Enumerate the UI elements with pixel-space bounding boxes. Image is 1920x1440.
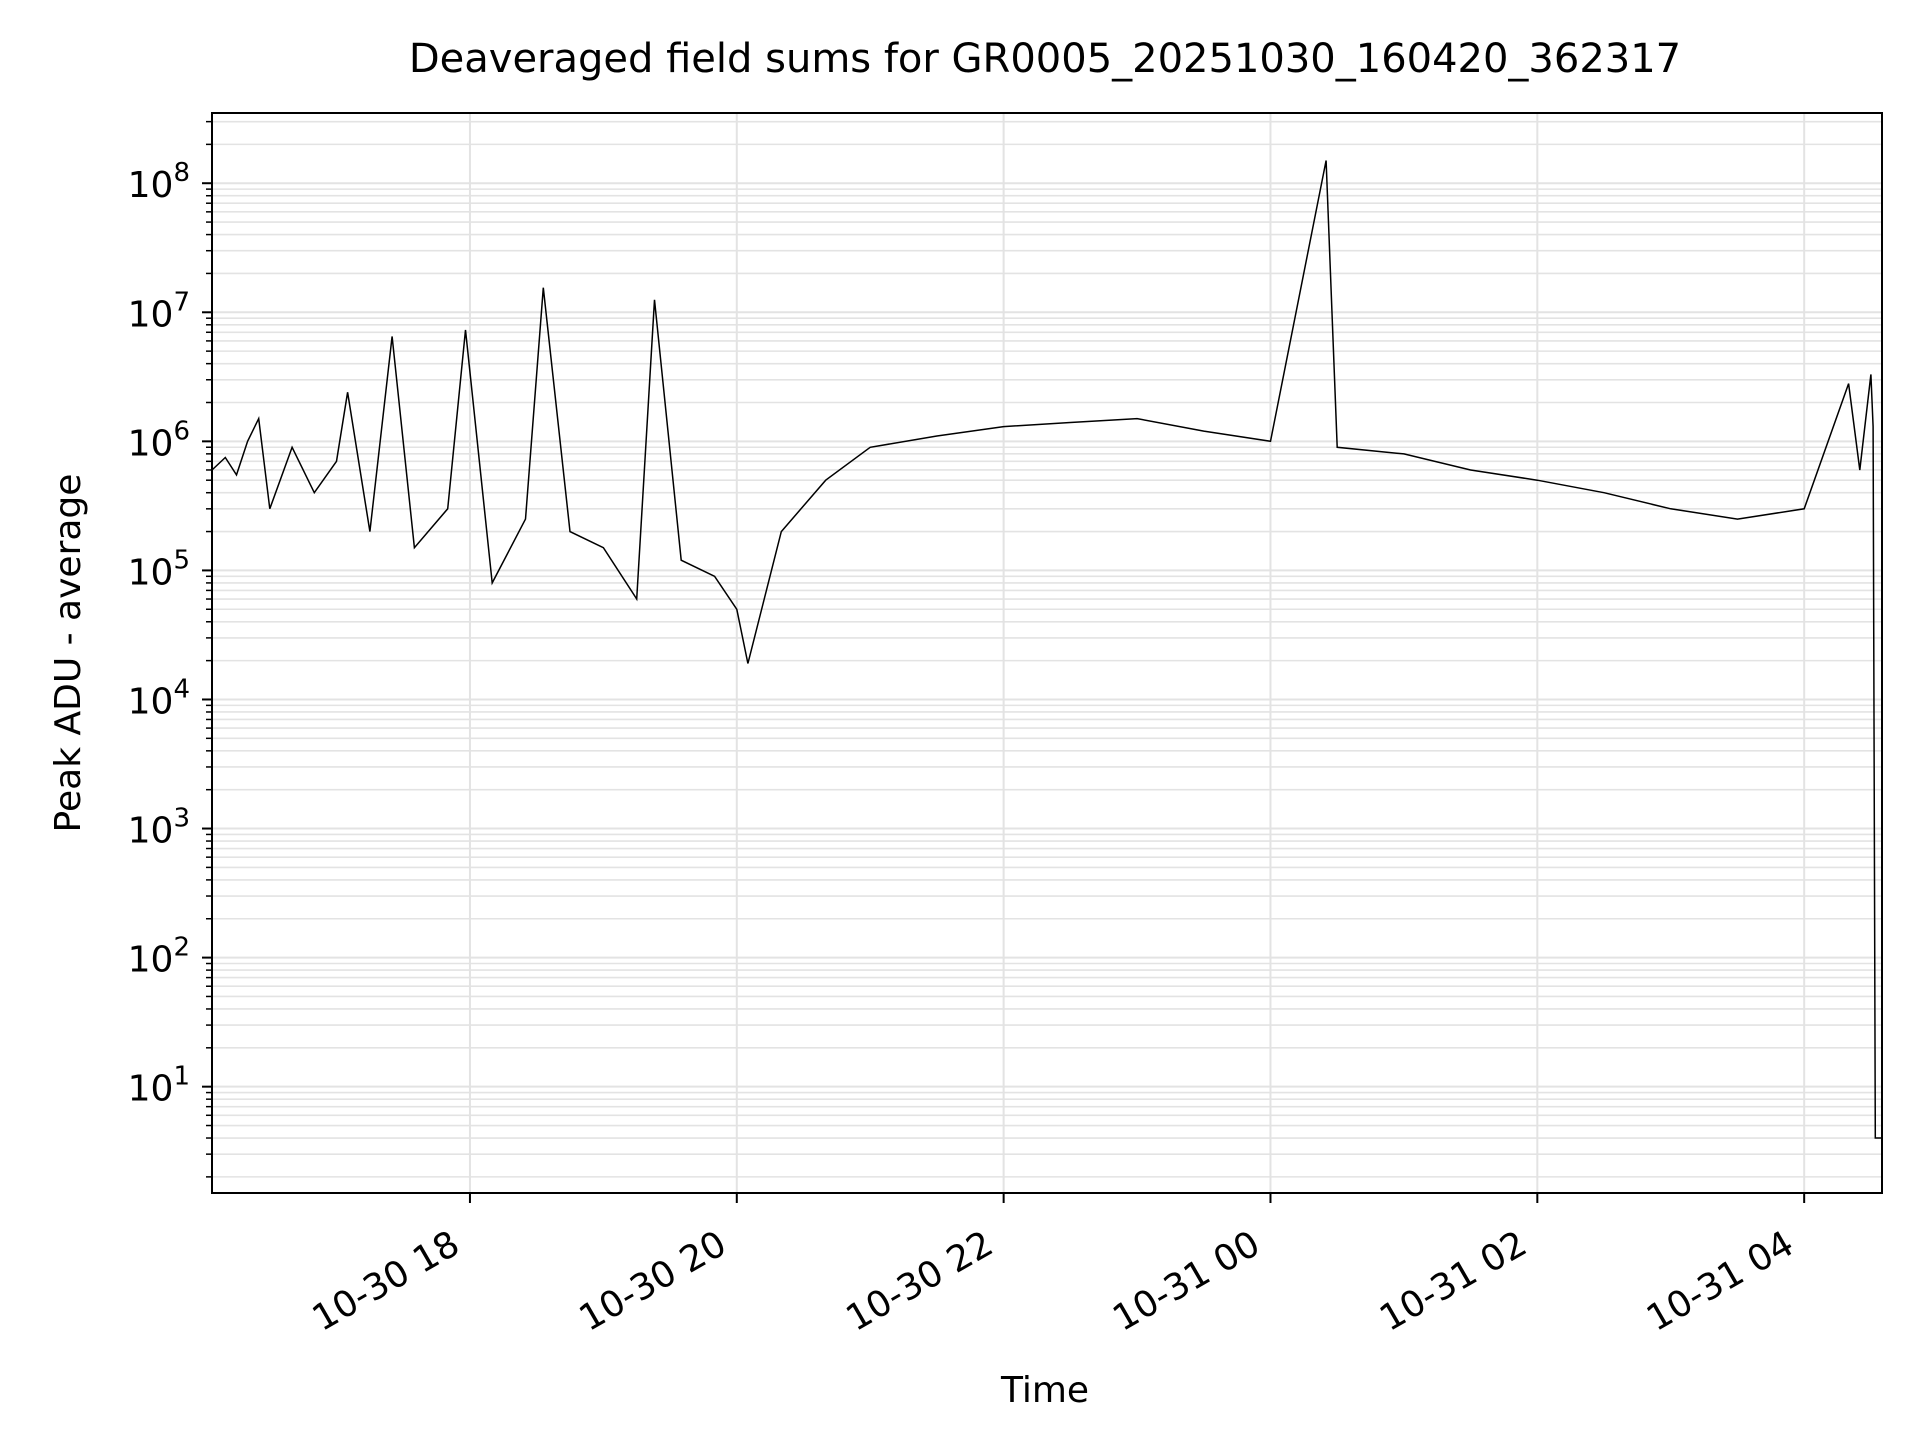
y-tick-base: 10 bbox=[128, 940, 174, 981]
y-tick-base: 10 bbox=[128, 681, 174, 722]
y-tick-exponent: 1 bbox=[173, 1062, 190, 1092]
y-tick-label: 102 bbox=[128, 933, 190, 981]
y-tick-base: 10 bbox=[128, 423, 174, 464]
y-tick-label: 107 bbox=[128, 287, 190, 335]
y-tick-exponent: 8 bbox=[173, 158, 190, 188]
y-tick-exponent: 2 bbox=[173, 933, 190, 963]
y-tick-exponent: 7 bbox=[173, 287, 190, 317]
y-tick-label: 104 bbox=[128, 674, 190, 722]
y-tick-label: 105 bbox=[128, 545, 190, 593]
series-line bbox=[211, 160, 1882, 1139]
y-tick-base: 10 bbox=[128, 294, 174, 335]
x-axis-label: Time bbox=[1000, 1370, 1089, 1411]
chart-title: Deaveraged field sums for GR0005_2025103… bbox=[409, 36, 1681, 82]
y-tick-label: 108 bbox=[128, 158, 190, 206]
y-tick-label: 103 bbox=[128, 804, 190, 852]
y-tick-base: 10 bbox=[128, 552, 174, 593]
plot-frame bbox=[211, 112, 1883, 1194]
y-tick-base: 10 bbox=[128, 1069, 174, 1110]
y-axis-label: Peak ADU - average bbox=[48, 474, 89, 833]
y-tick-label: 106 bbox=[128, 416, 190, 464]
grid bbox=[212, 113, 1882, 1193]
y-tick-exponent: 5 bbox=[173, 545, 190, 575]
y-tick-exponent: 6 bbox=[173, 416, 190, 446]
series-group bbox=[211, 160, 1882, 1139]
y-tick-exponent: 3 bbox=[173, 804, 190, 834]
y-tick-base: 10 bbox=[128, 165, 174, 206]
y-tick-base: 10 bbox=[128, 811, 174, 852]
y-tick-label: 101 bbox=[128, 1062, 190, 1110]
y-tick-exponent: 4 bbox=[173, 674, 190, 704]
